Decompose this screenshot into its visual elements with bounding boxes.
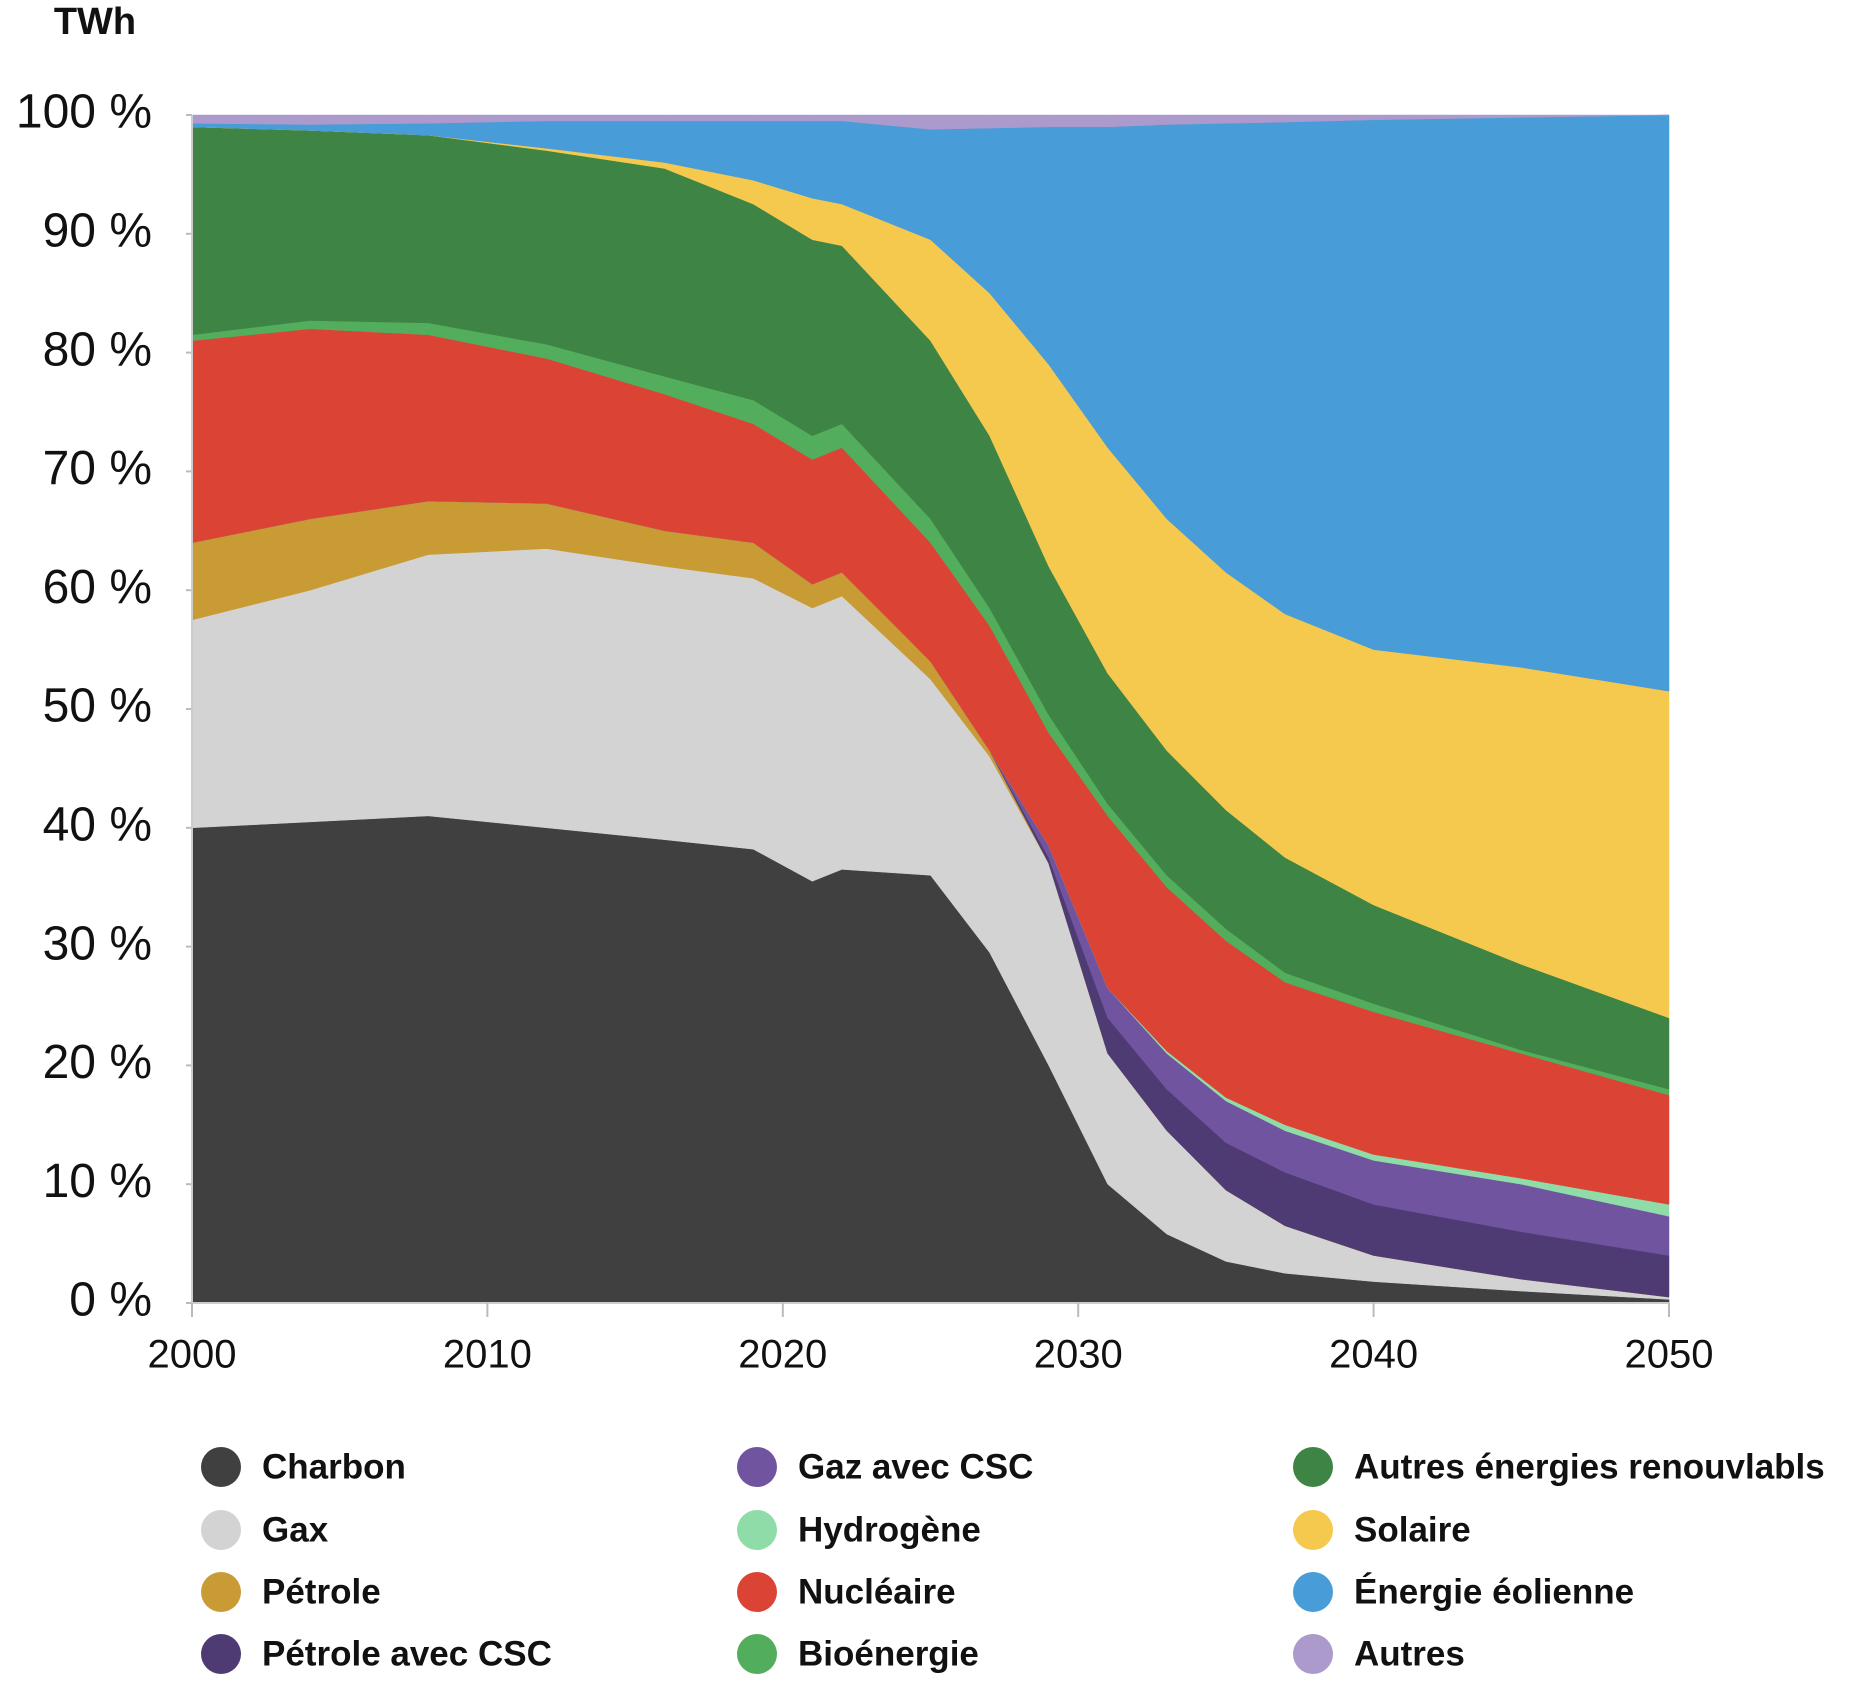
y-tick-label: 40 %	[43, 798, 152, 851]
legend-marker	[201, 1634, 241, 1674]
legend-label: Gax	[262, 1510, 329, 1549]
y-tick-label: 100 %	[16, 86, 152, 139]
legend-label: Énergie éolienne	[1354, 1571, 1634, 1611]
y-tick-label: 50 %	[43, 680, 152, 733]
legend-label: Charbon	[262, 1447, 406, 1486]
legend-label: Hydrogène	[798, 1510, 981, 1549]
y-tick-label: 10 %	[43, 1155, 152, 1208]
y-tick-label: 0 %	[69, 1274, 152, 1327]
area	[191, 114, 1670, 130]
y-tick-label: 60 %	[43, 561, 152, 614]
x-tick-label: 2030	[1034, 1333, 1123, 1377]
legend-label: Pétrole	[262, 1572, 381, 1611]
y-axis-title: TWh	[54, 1, 136, 43]
x-tick-label: 2040	[1329, 1333, 1418, 1377]
legend-label: Bioénergie	[798, 1634, 979, 1673]
y-tick-label: 30 %	[43, 917, 152, 970]
legend-marker	[1293, 1634, 1333, 1674]
legend-label: Autres énergies renouvlabls	[1354, 1447, 1825, 1486]
legend-marker	[737, 1447, 777, 1487]
y-tick-label: 90 %	[43, 204, 152, 257]
legend-marker	[737, 1510, 777, 1550]
legend-marker	[737, 1572, 777, 1612]
legend-marker	[1293, 1572, 1333, 1612]
legend-marker	[737, 1634, 777, 1674]
legend-marker	[1293, 1510, 1333, 1550]
legend-marker	[201, 1510, 241, 1550]
legend-label: Solaire	[1354, 1510, 1471, 1549]
x-tick-label: 2010	[443, 1333, 532, 1377]
y-tick-label: 70 %	[43, 442, 152, 495]
y-tick-label: 80 %	[43, 323, 152, 376]
x-tick-label: 2050	[1625, 1333, 1714, 1377]
legend-label: Nucléaire	[798, 1572, 956, 1611]
legend-marker	[201, 1447, 241, 1487]
x-tick-label: 2000	[148, 1333, 237, 1377]
legend-marker	[201, 1572, 241, 1612]
legend-label: Gaz avec CSC	[798, 1447, 1033, 1486]
x-tick-label: 2020	[738, 1333, 827, 1377]
legend-marker	[1293, 1447, 1333, 1487]
legend-label: Autres	[1354, 1634, 1465, 1673]
legend-label: Pétrole avec CSC	[262, 1634, 552, 1673]
y-tick-label: 20 %	[43, 1036, 152, 1089]
